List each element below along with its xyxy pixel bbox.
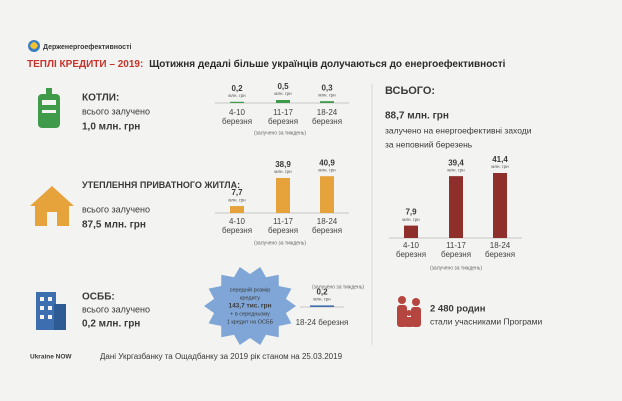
bubble-text: середній розмір [230,286,271,293]
bar [320,101,334,103]
value-unit: млн. грн [402,217,420,222]
bubble-text: 1 кредит на ОСББ [227,319,274,325]
bar [276,177,290,213]
value-unit: млн. грн [318,167,336,172]
value-label: 41,4 [492,155,508,164]
x-tick-label: 11-17 [273,108,293,117]
value-label: 7,7 [231,188,243,197]
bar [276,100,290,103]
x-tick-label: 4-10 [403,241,420,250]
x-tick-label: 4-10 [229,108,246,117]
summary-total: 88,7 млн. грн [385,111,449,122]
chart-note: (залучено за тиждень) [254,130,306,136]
section-subtitle: всього залучено [82,106,150,116]
section-subtitle: всього залучено [82,204,150,214]
x-tick-label: 11-17 [273,217,293,226]
value-label: 0,5 [277,82,289,91]
chart-note: (залучено за тиждень) [312,284,364,290]
value-unit: млн. грн [274,169,292,174]
bubble-text: кредиту [240,295,260,301]
bar [230,101,244,103]
bubble-text: + в середньому [230,311,270,317]
x-tick-label: березня [312,117,342,126]
x-tick-label: березня [485,250,515,259]
value-label: 39,4 [448,158,464,167]
section-name: УТЕПЛЕННЯ ПРИВАТНОГО ЖИТЛА: [82,180,240,190]
section-name-line: УТЕПЛЕННЯ ПРИВАТНОГО ЖИТЛА: [82,180,240,190]
value-unit: млн. грн [491,164,509,169]
x-tick-label: 18-24 [490,241,511,250]
section-total: 87,5 млн. грн [82,220,146,231]
summary-description: залучено на енергоефективні заходи [385,125,532,135]
footer-logo: Ukraine NOW [30,354,72,361]
value-unit: млн. грн [228,197,246,202]
bubble [204,267,296,345]
x-tick-label: березня [268,226,298,235]
bubble-text: 143,7 тис. грн [228,303,271,310]
summary-title: ВСЬОГО: [385,85,435,97]
footer-source: Дані Укргазбанку та Ощадбанку за 2019 рі… [100,352,343,361]
value-label: 0,2 [231,84,243,93]
building-icon [36,292,66,330]
bar [310,305,334,307]
value-label: 38,9 [275,160,291,169]
bar [493,173,507,238]
x-tick-label: березня [268,117,298,126]
value-unit: млн. грн [228,93,246,98]
x-tick-label: 18-24 березня [296,318,349,327]
x-tick-label: березня [222,226,252,235]
value-label: 0,3 [321,83,333,92]
value-unit: млн. грн [318,92,336,97]
chart-note: (залучено за тиждень) [430,265,482,271]
family-icon [397,296,421,327]
value-unit: млн. грн [274,91,292,96]
logo-text: Держенергоефективності [43,43,131,51]
chart-note: (залучено за тиждень) [254,240,306,246]
section-name: КОТЛИ: [82,93,119,104]
value-unit: млн. грн [447,167,465,172]
families: 2 480 родин [430,304,486,315]
title-lead: ТЕПЛІ КРЕДИТИ – 2019: [27,59,143,70]
families-text: стали учасниками Програми [430,316,542,326]
x-tick-label: 11-17 [446,241,466,250]
bar [230,206,244,213]
section-total: 1,0 млн. грн [82,122,140,133]
section-total: 0,2 млн. грн [82,319,140,330]
section-subtitle: всього залучено [82,304,150,314]
bar [404,225,418,238]
x-tick-label: березня [222,117,252,126]
value-label: 7,9 [405,208,417,217]
x-tick-label: 18-24 [317,217,338,226]
value-label: 40,9 [319,158,335,167]
bar [449,176,463,238]
house-icon [30,186,74,226]
value-label: 0,2 [316,288,328,297]
title: ТЕПЛІ КРЕДИТИ – 2019: Щотижня дедалі біл… [27,58,506,70]
summary-description: за неповний березень [385,139,473,149]
x-tick-label: 18-24 [317,108,338,117]
x-tick-label: березня [441,250,471,259]
value-unit: млн. грн [313,297,331,302]
x-tick-label: березня [396,250,426,259]
section-name: ОСББ: [82,292,115,303]
boiler-icon [38,88,60,128]
x-tick-label: 4-10 [229,217,246,226]
title-main: Щотижня дедалі більше українців долучают… [149,58,506,70]
logo-icon-leaf [30,42,38,49]
bar [320,176,334,213]
x-tick-label: березня [312,226,342,235]
